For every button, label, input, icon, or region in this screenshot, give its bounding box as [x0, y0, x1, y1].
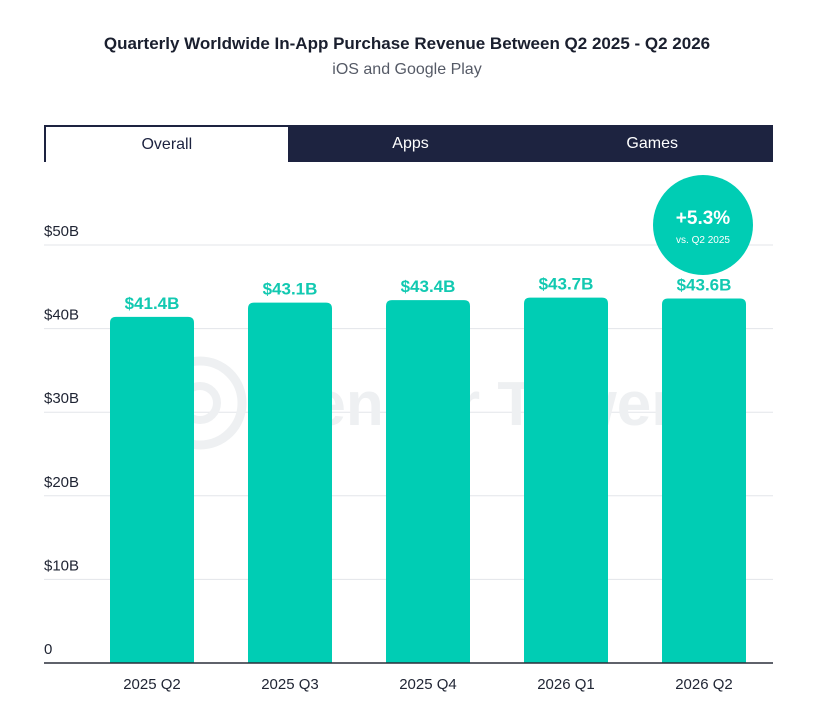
bar	[110, 316, 194, 663]
bar	[386, 300, 470, 663]
x-tick-label: 2026 Q2	[675, 676, 733, 693]
growth-value: +5.3%	[676, 208, 731, 229]
data-label: $43.6B	[677, 276, 732, 295]
tab-apps[interactable]: Apps	[392, 134, 429, 152]
y-tick-label: $20B	[44, 474, 79, 491]
x-tick-label: 2025 Q4	[399, 676, 457, 693]
growth-callout: +5.3% vs. Q2 2025	[653, 175, 753, 275]
x-tick-label: 2025 Q3	[261, 676, 319, 693]
tab-overall[interactable]: Overall	[44, 125, 290, 162]
y-tick-label: $50B	[44, 223, 79, 240]
bar	[662, 298, 746, 663]
tab-games[interactable]: Games	[626, 134, 678, 152]
tab-bar: Overall Apps Games	[44, 125, 773, 162]
chart-subtitle: iOS and Google Play	[332, 61, 482, 78]
x-tick-label: 2026 Q1	[537, 676, 595, 693]
growth-note: vs. Q2 2025	[676, 235, 730, 246]
y-tick-label: $30B	[44, 390, 79, 407]
bar	[524, 297, 608, 663]
bar	[248, 302, 332, 663]
data-label: $43.7B	[539, 275, 594, 294]
data-label: $43.1B	[263, 280, 318, 299]
y-tick-label: $10B	[44, 557, 79, 574]
data-label: $41.4B	[125, 294, 180, 313]
x-tick-label: 2025 Q2	[123, 676, 181, 693]
data-label: $43.4B	[401, 277, 456, 296]
chart-title: Quarterly Worldwide In-App Purchase Reve…	[103, 34, 711, 53]
growth-badge	[653, 175, 753, 275]
y-tick-label: 0	[44, 641, 52, 658]
y-tick-label: $40B	[44, 307, 79, 324]
